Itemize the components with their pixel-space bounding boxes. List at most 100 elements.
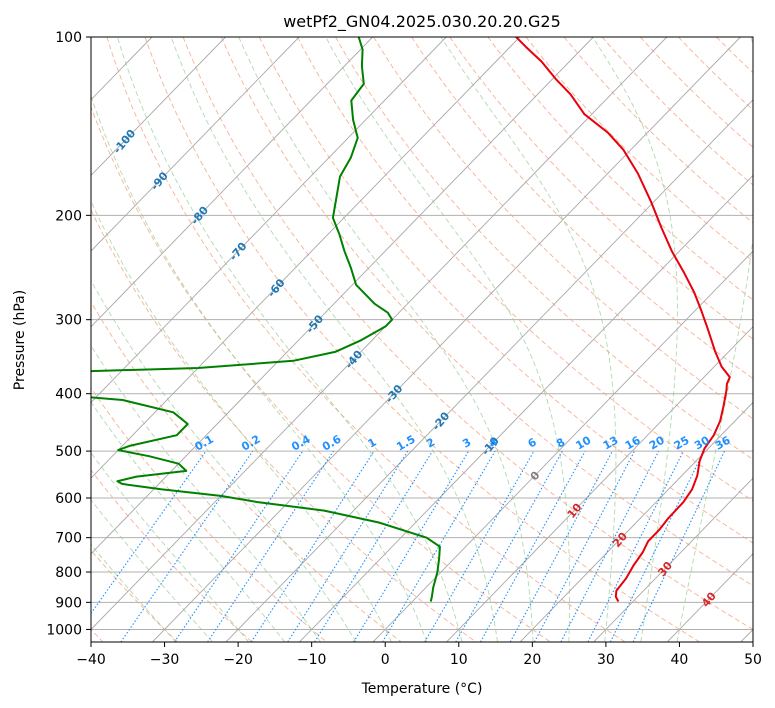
mixing-ratio-label: 13 [601,434,621,453]
x-tick-label: 20 [523,652,541,668]
grid-layer [91,37,753,630]
isotherm-line [91,37,447,404]
mixing-ratio-label: 0.2 [239,433,262,454]
y-axis-title: Pressure (hPa) [12,290,28,390]
mixing-ratio-line [250,450,375,642]
dry-adiabat [411,37,753,380]
x-axis-title: Temperature (°C) [361,681,483,697]
moist-adiabat [238,37,534,642]
dry-adiabat [182,37,753,630]
dry-adiabat [755,37,775,642]
moist-adiabat [91,452,250,642]
mixing-ratio-line [287,450,409,642]
dry-adiabats [91,37,775,642]
isotherm-line [225,99,753,642]
mixing-ratio-label: 10 [573,433,593,452]
moist-adiabat [91,401,286,642]
temperature-line [515,37,731,602]
isotherm-line [0,37,5,642]
mixing-ratio-line [207,450,334,642]
mixing-ratio-line [479,450,586,642]
mixing-ratio-labels: 0.1 0.2 0.4 0.6 1 1.5 2 3 4 6 8 10 13 16 20 25 30 36 [193,432,733,453]
dry-adiabat [639,37,753,148]
x-tick-label: 10 [450,652,468,668]
sounding-series [91,37,731,602]
isotherm-line [299,174,753,642]
mixing-ratio-line [120,450,254,642]
dry-adiabat [449,37,753,340]
dry-adiabat [601,37,753,186]
dry-adiabat [297,37,753,502]
moist-adiabat [117,37,463,642]
plot-frame [90,36,754,643]
isotherm-line [446,326,753,642]
isotherms [0,37,753,642]
mixing-ratio-line [314,450,433,642]
mixing-ratio-line [632,450,726,642]
mixing-ratio-line [91,450,207,615]
mixing-ratio-line [609,450,705,642]
moist-adiabat [676,37,753,642]
y-tick-label: 200 [55,208,82,224]
isotherm-line [593,477,753,642]
x-tick-label: 0 [381,652,390,668]
moist-adiabat [91,499,213,642]
dewpoint-line [91,37,441,602]
isotherm-label: -80 [188,204,211,228]
isotherm-line [372,250,753,642]
moist-adiabat [325,37,571,642]
mixing-ratio-label: 6 [526,435,539,450]
y-tick-label: 400 [55,387,82,403]
moist-adiabat [440,37,617,642]
x-tick-label: −10 [297,652,327,668]
chart-title: wetPf2_GN04.2025.030.20.20.G25 [283,12,561,32]
mixing-ratio-label: 0.6 [320,432,344,453]
x-tick-label: −30 [150,652,180,668]
mixing-ratio-lines [91,450,726,642]
mixing-ratio-label: 0.1 [193,433,216,454]
x-tick-label: 30 [597,652,615,668]
isotherm-line [91,37,594,555]
dry-adiabat [335,37,753,461]
moist-adiabat [91,543,177,642]
dry-adiabat [91,209,477,642]
dry-adiabat [144,37,700,642]
mixing-ratio-line [173,450,304,642]
x-tick-label: −20 [223,652,253,668]
dry-adiabat [258,37,753,544]
mixing-ratio-line [560,450,660,642]
dry-adiabat [91,301,402,642]
moist-adiabats [91,37,753,642]
y-tick-label: 1000 [46,622,82,638]
y-tick-label: 700 [55,531,82,547]
x-axis: −40 −30 −20 −10 0 10 20 30 40 50 [76,642,762,668]
mixing-ratio-label: 20 [647,433,667,452]
mixing-ratio-label: 8 [554,436,567,451]
isotherm-line [91,37,373,328]
dry-adiabat [678,37,753,111]
y-axis: 100 200 300 400 500 600 700 800 900 1000 [46,30,91,638]
y-tick-label: 500 [55,444,82,460]
isotherm-line [91,37,226,177]
mixing-ratio-label: 1.5 [394,433,417,454]
x-tick-label: 40 [671,652,689,668]
moist-adiabat [91,344,321,642]
mixing-ratio-label: 3 [460,436,473,451]
y-tick-label: 900 [55,595,82,611]
moist-adiabat [592,37,678,642]
plot-area: -100-90-80-70-60-50-40-30-20-10010203040… [0,37,775,642]
isotherm-line [152,37,741,642]
y-tick-label: 800 [55,565,82,581]
y-tick-label: 600 [55,491,82,507]
mixing-ratio-line [353,450,470,642]
mixing-ratio-label: 30 [692,433,712,452]
mixing-ratio-line [424,450,535,642]
mixing-ratio-line [533,450,635,642]
mixing-ratio-label: 25 [672,434,692,453]
mixing-ratio-line [455,450,563,642]
dry-adiabat [563,37,753,224]
y-tick-label: 100 [55,30,82,46]
y-tick-label: 300 [55,313,82,329]
isotherm-line [91,37,300,252]
